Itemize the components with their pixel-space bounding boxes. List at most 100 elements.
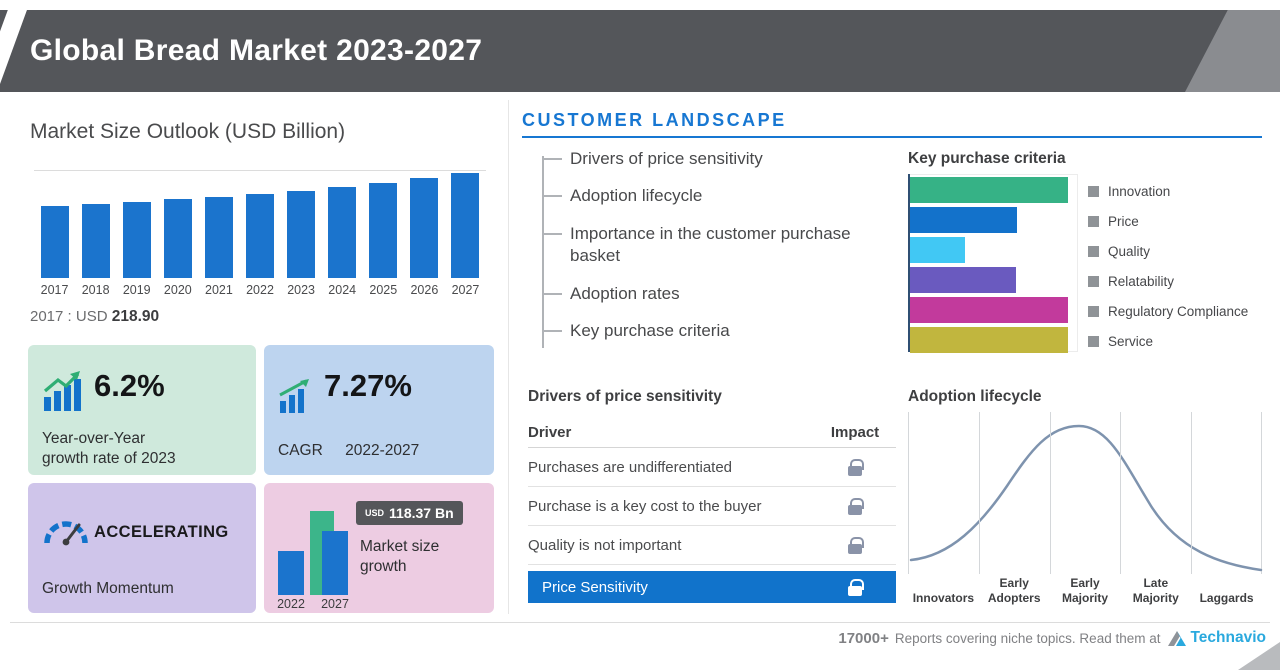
market-bar-2017 [40,206,69,278]
price-sensitivity-highlight-row: Price Sensitivity [528,571,896,603]
market-year-label: 2022 [246,283,274,297]
yoy-label-line1: Year-over-Year [42,430,146,447]
legend-label: Relatability [1108,273,1175,289]
market-year-label: 2023 [287,283,316,297]
adoption-gridline [1120,412,1122,574]
market-bar-2023 [287,191,315,278]
adoption-gridline [1049,412,1051,574]
key-purchase-title: Key purchase criteria [908,150,1066,167]
landscape-connector-line [542,156,544,348]
base-year-label: 2017 : USD [30,308,108,325]
yoy-value: 6.2% [94,368,165,403]
customer-landscape-underline [522,136,1262,138]
market-year-label: 2025 [369,283,398,297]
market-bars [34,170,486,278]
growth-amount: 118.37 Bn [389,505,454,521]
table-row: Purchase is a key cost to the buyer [528,487,896,526]
market-year-label: 2026 [410,283,439,297]
market-year-label: 2024 [328,283,357,297]
col-driver: Driver [528,424,572,441]
landscape-item: Importance in the customer purchase bask… [542,223,890,268]
legend-swatch-icon [1088,215,1099,227]
cagr-period: 2022-2027 [345,442,420,459]
legend-swatch-icon [1088,335,1099,347]
legend-label: Quality [1108,243,1151,259]
market-year-label: 2020 [163,283,192,297]
market-year-label: 2027 [451,283,480,297]
header-accent-shape [1185,10,1280,92]
base-year-amount: 218.90 [111,308,160,325]
growth-amount-badge: USD 118.37 Bn [356,501,463,525]
column-divider [508,100,509,614]
legend-swatch-icon [1088,245,1099,257]
page-title: Global Bread Market 2023-2027 [30,34,483,67]
adoption-gridline [1190,412,1192,574]
market-size-title: Market Size Outlook (USD Billion) [30,120,346,143]
growth-year-start: 2022 [277,597,305,611]
adoption-stage-label: Laggards [1199,591,1254,605]
market-year-label: 2019 [122,283,151,297]
adoption-curve [909,424,1263,572]
kp-bar-relatability [910,267,1016,293]
landscape-list: Drivers of price sensitivity Adoption lif… [542,148,890,358]
kp-legend-item: Service [1088,328,1248,354]
market-bar-2026 [410,178,439,278]
footer-text: Reports covering niche topics. Read them… [894,630,1161,646]
cagr-label: CAGR 2022-2027 [278,441,419,461]
kp-legend-item: Quality [1088,238,1248,264]
price-sensitivity-table: Driver Impact Purchases are undifferenti… [528,418,896,603]
table-row: Purchases are undifferentiated [528,448,896,487]
legend-swatch-icon [1088,275,1099,287]
growth-year-end: 2027 [321,597,349,611]
legend-label: Regulatory Compliance [1108,303,1249,319]
lock-icon [848,458,864,476]
technavio-brand[interactable]: Technavio [1190,629,1266,646]
driver-label: Purchase is a key cost to the buyer [528,497,762,515]
yoy-growth-card: 6.2% Year-over-Year growth rate of 2023 [28,345,256,475]
technavio-logo-icon[interactable] [1168,630,1187,646]
kp-bar-regulatory-compliance [910,297,1068,323]
table-header-row: Driver Impact [528,418,896,448]
kp-legend-item: Price [1088,208,1248,234]
landscape-item: Adoption lifecycle [542,185,890,207]
market-bar-2019 [122,202,151,278]
market-size-growth-card: 2022 2027 USD 118.37 Bn Market size grow… [264,483,494,613]
footer-divider [10,622,1270,623]
market-year-labels: 2017 2018 2019 2020 2021 2022 2023 2024 2025 2026… [34,283,486,297]
lock-icon [848,497,864,515]
momentum-value: ACCELERATING [94,523,229,541]
footer: 17000+ Reports covering niche topics. Re… [838,629,1266,647]
lock-icon [848,536,864,554]
speedometer-icon [44,521,88,546]
legend-label: Service [1108,333,1154,349]
cagr-text: CAGR [278,442,323,459]
header-diagonal-stripe [0,10,32,92]
adoption-stage-label: Late Majority [1132,576,1179,605]
adoption-gridline [979,412,981,574]
yoy-label-line2: growth rate of 2023 [42,450,176,467]
cagr-card: 7.27% CAGR 2022-2027 [264,345,494,475]
kp-legend-item: Innovation [1088,178,1248,204]
table-rows: Purchases are undifferentiated Purchase i… [528,448,896,565]
cagr-trend-icon [279,379,309,413]
adoption-stage-labels: Innovators Early Adopters Early Majority La… [908,576,1262,606]
customer-landscape-title: CUSTOMER LANDSCAPE [522,110,787,130]
landscape-item: Drivers of price sensitivity [542,148,890,170]
table-row: Quality is not important [528,526,896,565]
growth-momentum-card: ACCELERATING Growth Momentum [28,483,256,613]
driver-label: Purchases are undifferentiated [528,458,733,476]
kp-legend: Innovation Price Quality Relatability Regula… [1088,178,1248,358]
landscape-item: Adoption rates [542,283,890,305]
adoption-lifecycle-chart [908,412,1263,574]
kp-legend-item: Regulatory Compliance [1088,298,1248,324]
momentum-label: Growth Momentum [42,580,174,597]
adoption-stage-label: Innovators [912,591,975,605]
driver-label: Quality is not important [528,536,682,554]
cagr-value: 7.27% [324,368,412,403]
adoption-lifecycle-title: Adoption lifecycle [908,388,1042,405]
bar-growth-icon [43,371,81,411]
market-bar-2018 [81,204,110,278]
legend-swatch-icon [1088,185,1099,197]
kp-bar-innovation [910,177,1068,203]
